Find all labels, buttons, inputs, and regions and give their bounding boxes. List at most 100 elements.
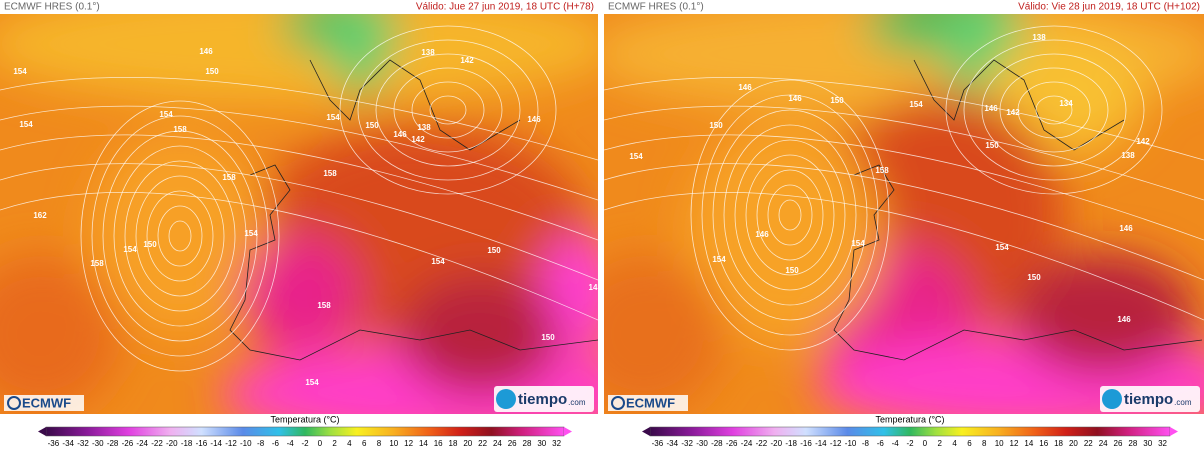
contour [146,190,214,282]
contour [0,163,598,281]
colorbar-tick-label: -36 [48,439,60,448]
contour [981,53,1127,167]
contour [429,95,467,125]
contour-label: 154 [995,243,1009,252]
contour [604,191,1204,321]
contour-label: 142 [460,56,474,65]
colorbar-tick-label: -8 [257,439,265,448]
contour [712,109,868,321]
colorbar-tick-label: -24 [136,439,148,448]
colorbar-end [564,427,572,436]
colorbar-tick-label: -16 [800,439,812,448]
contour-label: 146 [755,230,769,239]
contour-label: 150 [365,121,379,130]
contour-label: 158 [317,301,331,310]
colorbar-tick-label: -6 [272,439,280,448]
ecmwf-logo: ECMWF [626,395,675,410]
contour-label: 134 [1059,99,1073,108]
contour [157,205,203,267]
tiempo-logo-bg [1100,386,1200,412]
colorbar-tick-label: 12 [1010,439,1019,448]
colorbar-tick-label: 0 [318,439,323,448]
contour [767,184,813,246]
contour-label: 158 [173,125,187,134]
coastline [913,59,1125,151]
colorbar-tick-label: 8 [377,439,382,448]
colorbar-tick-label: -12 [830,439,842,448]
contour-label: 142 [1136,137,1150,146]
colorbar-tick-label: 22 [1084,439,1093,448]
ecmwf-logo-icon [7,396,21,410]
colorbar-tick-label: 12 [404,439,413,448]
contour [375,53,521,167]
contour-label: 138 [421,48,435,57]
colorbar-title: Temperatura (°C) [270,414,339,424]
colorbar-tick-label: -4 [892,439,900,448]
contour [339,25,557,195]
contour-label: 158 [323,169,337,178]
contour-label: 150 [830,96,844,105]
contour-label: 142 [1006,108,1020,117]
colorbar-tick-label: 10 [389,439,398,448]
contour [999,67,1109,153]
contour-label: 150 [205,67,219,76]
colorbar-tick-label: -22 [151,439,163,448]
ecmwf-logo-bg [4,395,84,411]
contour-label: 150 [985,141,999,150]
contour [604,163,1204,281]
contour [0,191,598,321]
contour [168,220,192,252]
contour [0,76,598,161]
temp-region [240,234,360,354]
colorbar-tick-label: -36 [652,439,664,448]
contour [701,94,879,336]
tiempo-logo: tiempo [1124,391,1173,408]
colorbar-tick-label: 6 [967,439,972,448]
colorbar-tick-label: 28 [1128,439,1137,448]
colorbar-tick-label: -20 [166,439,178,448]
colorbar-tick-label: 20 [463,439,472,448]
colorbar-tick-label: -8 [862,439,870,448]
contour [604,134,1204,241]
contour-label: 162 [33,211,47,220]
colorbar-tick-label: 24 [1099,439,1108,448]
contour [0,134,598,241]
colorbar-tick-label: -24 [741,439,753,448]
colorbar-end [38,427,46,436]
model-label: ECMWF HRES (0.1°) [4,2,100,13]
contour-label: 154 [19,120,33,129]
colorbar-tick-label: 2 [937,439,942,448]
contour-label: 138 [417,123,431,132]
contour [1017,81,1091,139]
contour [690,79,890,351]
temp-region [0,254,120,414]
contour [723,124,857,306]
colorbar-tick-label: -6 [877,439,885,448]
colorbar-tick-label: -28 [107,439,119,448]
contour-label: 154 [159,110,173,119]
colorbar-tick-label: 26 [508,439,517,448]
map-area: 1541461501541581541621541501581581541581… [0,14,598,414]
contour-label: 150 [1027,273,1041,282]
contour-label: 154 [909,100,923,109]
contour-label: 154 [629,152,643,161]
colorbar-tick-label: 14 [1024,439,1033,448]
colorbar-tick-label: -28 [711,439,723,448]
contour-label: 154 [712,255,726,264]
colorbar-tick-label: 28 [523,439,532,448]
contour [734,139,846,291]
contour-label: 138 [1032,33,1046,42]
colorbar-tick-label: -32 [681,439,693,448]
colorbar-tick-label: -20 [771,439,783,448]
contour [0,105,598,201]
colorbar-tick-label: 18 [1054,439,1063,448]
colorbar-tick-label: -10 [845,439,857,448]
contour [604,76,1204,161]
contour [91,115,269,357]
contour-label: 154 [244,229,258,238]
contour-label: 154 [326,113,340,122]
contour [102,130,258,342]
colorbar-tick-label: -2 [906,439,914,448]
colorbar-tick-label: -16 [196,439,208,448]
